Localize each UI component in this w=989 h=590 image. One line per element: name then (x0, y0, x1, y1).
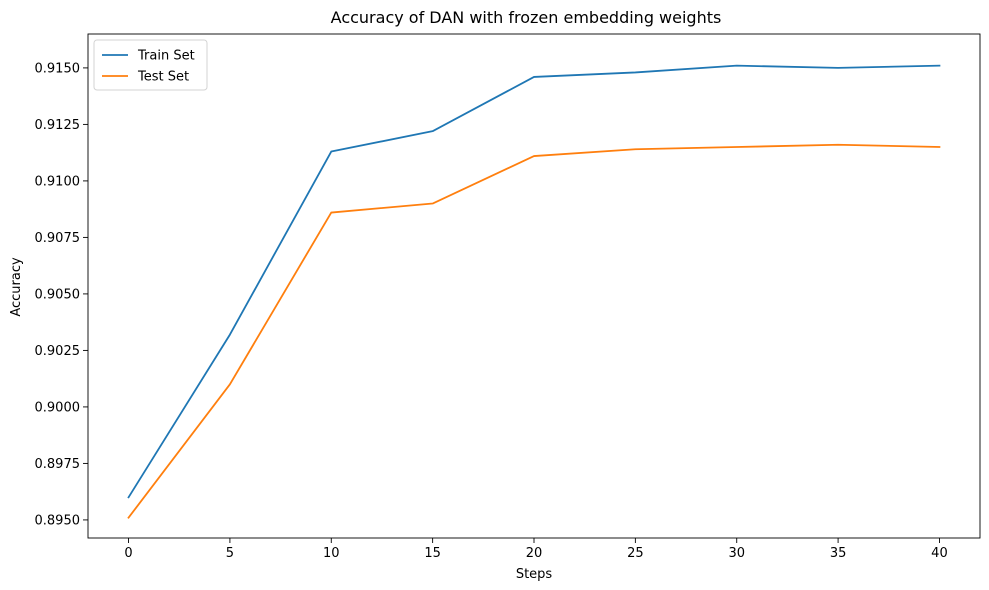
x-tick-label: 30 (728, 546, 745, 561)
y-tick-label: 0.9100 (35, 174, 81, 189)
y-tick-label: 0.9125 (35, 118, 81, 133)
x-tick-label: 25 (627, 546, 644, 561)
y-tick-label: 0.9150 (35, 61, 81, 76)
y-tick-label: 0.9000 (35, 400, 81, 415)
y-tick-label: 0.9025 (35, 344, 81, 359)
x-tick-label: 35 (830, 546, 847, 561)
legend-label: Test Set (137, 70, 189, 85)
x-tick-label: 5 (226, 546, 234, 561)
legend-box (93, 39, 208, 91)
x-axis-label: Steps (516, 567, 553, 582)
y-tick-label: 0.9075 (35, 231, 81, 246)
chart-title: Accuracy of DAN with frozen embedding we… (331, 8, 722, 27)
plot-area: 0 5 10 15 20 25 30 35 40 0.8950 0.8975 0.9000 0.9025… (35, 33, 981, 561)
y-tick-label: 0.9050 (35, 287, 81, 302)
y-axis-label: Accuracy (9, 257, 24, 317)
series-line-train-set (127, 64, 941, 499)
series-line-test-set (127, 143, 941, 519)
y-tick-label: 0.8975 (35, 457, 81, 472)
x-tick-label: 0 (124, 546, 132, 561)
x-tick-label: 40 (931, 546, 948, 561)
x-tick-label: 20 (526, 546, 543, 561)
x-tick-label: 10 (323, 546, 340, 561)
x-tick-label: 15 (424, 546, 441, 561)
legend-label: Train Set (137, 49, 195, 64)
y-tick-label: 0.8950 (35, 513, 81, 528)
